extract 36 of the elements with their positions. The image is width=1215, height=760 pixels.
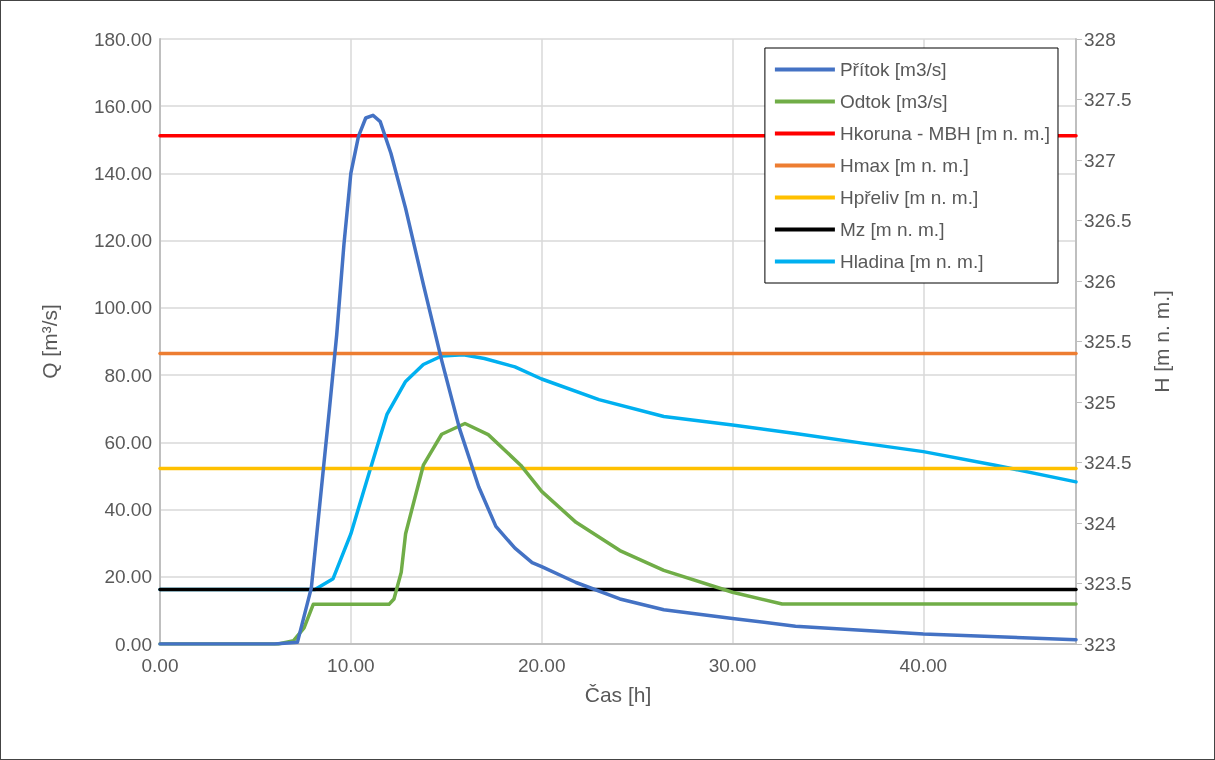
legend-label: Mz [m n. m.] [839,219,945,240]
y-tick-label: 140.00 [93,162,152,184]
y-axis-title: Q [m³/s] [38,304,61,379]
x-tick-label: 0.00 [141,655,179,676]
legend-label: Hpřeliv [m n. m.] [839,187,979,208]
y-tick-label: 120.00 [93,230,152,252]
y-tick-label: 40.00 [104,499,152,521]
x-tick-label: 10.00 [327,655,375,676]
legend-label: Přítok [m3/s] [839,59,947,80]
y2-tick-label: 324 [1084,512,1117,534]
y2-tick-label: 323 [1084,633,1116,655]
x-tick-label: 30.00 [708,655,757,676]
y2-tick-label: 326.5 [1084,210,1132,231]
y2-tick-label: 327 [1084,149,1116,171]
y-tick-label: 180.00 [93,28,152,50]
y2-tick-label: 324.5 [1084,452,1132,473]
y2-axis-title: H [m n. m.] [1150,290,1173,393]
y-tick-label: 100.00 [93,297,152,319]
y2-tick-label: 326 [1084,270,1116,292]
legend-label: Hladina [m n. m.] [839,251,984,272]
x-tick-label: 40.00 [899,655,948,676]
y-tick-label: 160.00 [93,95,152,117]
y-tick-label: 60.00 [104,431,152,453]
legend-label: Odtok [m3/s] [839,91,948,112]
legend-label: Hkoruna - MBH [m n. m.] [839,123,1051,144]
x-axis-title: Čas [h] [584,683,652,706]
legend-label: Hmax [m n. m.] [839,155,969,176]
y-tick-label: 0.00 [115,633,152,655]
y2-tick-label: 328 [1084,28,1116,50]
y2-tick-label: 325.5 [1084,331,1132,352]
y2-tick-label: 323.5 [1084,573,1132,594]
y-tick-label: 20.00 [104,566,152,588]
y2-tick-label: 325 [1084,391,1116,413]
y-tick-label: 80.00 [104,364,152,386]
x-tick-label: 20.00 [517,655,566,676]
y2-tick-label: 327.5 [1084,89,1132,110]
